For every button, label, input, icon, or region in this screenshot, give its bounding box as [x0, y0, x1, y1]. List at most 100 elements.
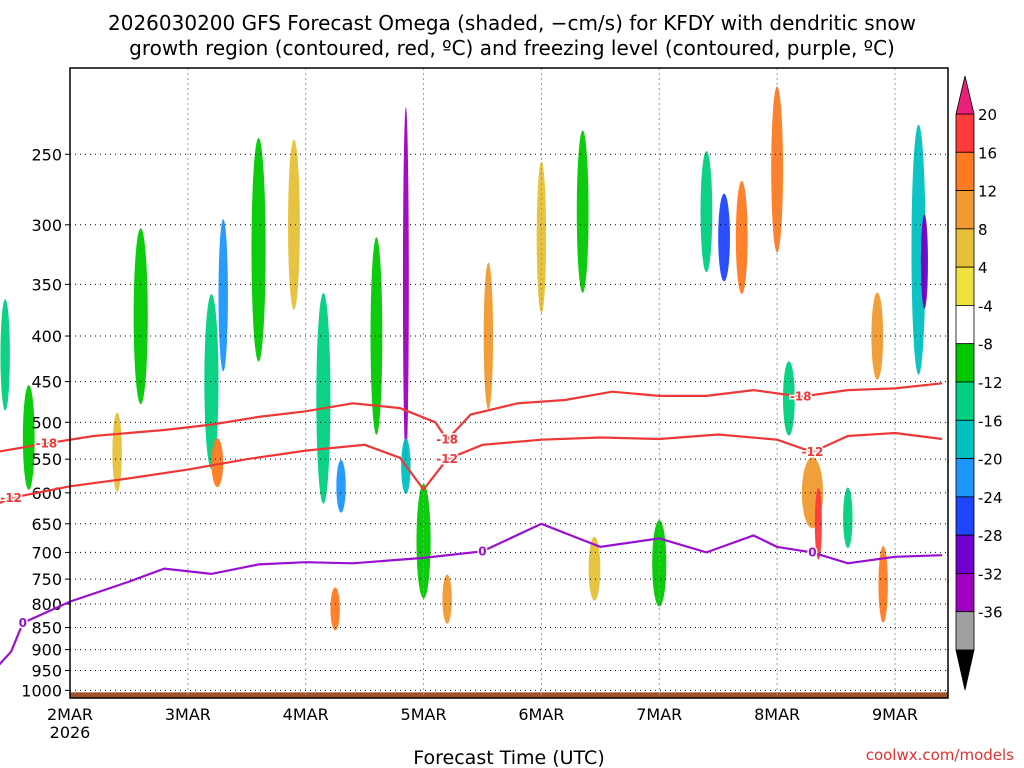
- x-sub-label: 2026: [50, 723, 91, 742]
- colorbar-swatch-11: [955, 534, 975, 574]
- omega-cell-19: [483, 262, 494, 410]
- x-tick-label-2: 4MAR: [283, 705, 329, 724]
- contour-label-1-2: -12: [802, 445, 824, 459]
- terrain-fill: [70, 692, 948, 698]
- colorbar-swatch-8: [955, 419, 975, 459]
- y-tick-label-5: 500: [31, 413, 62, 432]
- plot-frame: [69, 67, 949, 699]
- plot-area: 2503003504004505005506006507007508008509…: [0, 67, 949, 742]
- omega-cell-24: [700, 151, 713, 273]
- omega-cell-28: [783, 361, 795, 436]
- contour-label-2-2: 0: [808, 545, 816, 559]
- colorbar-swatch-12: [955, 573, 975, 613]
- y-tick-label-8: 650: [31, 515, 62, 534]
- colorbar-label-5: -4: [978, 297, 993, 315]
- colorbar-swatch-4: [955, 266, 975, 306]
- colorbar-label-13: -36: [978, 604, 1003, 622]
- colorbar-label-9: -20: [978, 451, 1003, 469]
- colorbar-label-10: -24: [978, 489, 1003, 507]
- y-tick-label-9: 700: [31, 543, 62, 562]
- y-tick-label-10: 750: [31, 570, 62, 589]
- contour-label-1-0: -12: [0, 491, 22, 505]
- omega-cell-18: [442, 574, 452, 624]
- colorbar-swatch-7: [955, 381, 975, 421]
- contour-line-2: [0, 522, 943, 666]
- omega-cell-10: [288, 139, 300, 310]
- x-tick-label-0: 2MAR: [47, 705, 93, 724]
- omega-cell-7: [218, 219, 228, 372]
- credit-label: coolwx.com/models: [866, 746, 1014, 764]
- colorbar-swatch-5: [955, 305, 975, 345]
- y-tick-label-3: 400: [31, 327, 62, 346]
- omega-cell-20: [536, 161, 547, 314]
- colorbar-label-12: -32: [978, 565, 1003, 583]
- colorbar-label-8: -16: [978, 412, 1003, 430]
- colorbar-swatch-13: [955, 611, 975, 651]
- x-tick-label-1: 3MAR: [165, 705, 211, 724]
- omega-cell-26: [735, 180, 748, 294]
- x-tick-label-5: 7MAR: [636, 705, 682, 724]
- colorbar-label-2: 12: [978, 183, 997, 201]
- omega-cell-35: [920, 214, 928, 309]
- omega-cell-8: [211, 438, 224, 488]
- y-tick-label-6: 550: [31, 450, 62, 469]
- colorbar-label-0: 20: [978, 106, 997, 124]
- y-tick-label-1: 300: [31, 216, 62, 235]
- colorbar-swatch-3: [955, 228, 975, 268]
- y-tick-label-0: 250: [31, 145, 62, 164]
- contour-label-2-0: 0: [19, 616, 27, 630]
- colorbar-label-4: 4: [978, 259, 988, 277]
- colorbar-label-11: -28: [978, 527, 1003, 545]
- omega-cell-2: [0, 299, 10, 411]
- omega-cell-13: [330, 587, 340, 631]
- contour-label-0-0: -18: [36, 436, 58, 450]
- x-tick-label-6: 8MAR: [754, 705, 800, 724]
- y-tick-label-2: 350: [31, 275, 62, 294]
- colorbar-label-3: 8: [978, 221, 988, 239]
- omega-cell-17: [416, 483, 431, 599]
- colorbar-top-arrow: [955, 75, 975, 115]
- x-tick-label-3: 5MAR: [401, 705, 447, 724]
- omega-cell-22: [588, 536, 601, 601]
- y-tick-label-14: 950: [31, 662, 62, 681]
- omega-cell-9: [251, 137, 266, 362]
- omega-cell-31: [843, 487, 853, 549]
- x-tick-label-7: 9MAR: [872, 705, 918, 724]
- omega-cell-12: [336, 460, 346, 513]
- chart-title-line-2: growth region (contoured, red, ºC) and f…: [129, 36, 895, 60]
- contour-label-0-1: -18: [436, 433, 458, 447]
- colorbar-label-7: -12: [978, 374, 1003, 392]
- contour-line-0: [0, 382, 943, 453]
- omega-cell-5: [133, 228, 148, 405]
- omega-cell-32: [871, 292, 884, 380]
- colorbar-swatch-6: [955, 343, 975, 383]
- contour-label-0-2: -18: [790, 390, 812, 404]
- x-tick-label-4: 6MAR: [518, 705, 564, 724]
- y-tick-label-12: 850: [31, 618, 62, 637]
- omega-cell-25: [718, 193, 730, 282]
- colorbar-swatch-10: [955, 496, 975, 536]
- colorbar-label-6: -8: [978, 336, 993, 354]
- plot-background: [70, 68, 948, 698]
- omega-cell-33: [878, 545, 888, 623]
- colorbar-label-1: 16: [978, 144, 997, 162]
- chart-title-line-1: 2026030200 GFS Forecast Omega (shaded, −…: [108, 11, 916, 35]
- y-tick-label-15: 1000: [21, 681, 62, 700]
- x-axis-label: Forecast Time (UTC): [413, 747, 604, 768]
- contour-line-1: [0, 431, 943, 504]
- omega-cell-4: [112, 412, 122, 492]
- omega-cell-14: [370, 237, 383, 435]
- colorbar-swatch-1: [955, 151, 975, 191]
- omega-cell-11: [316, 293, 331, 504]
- omega-cell-30: [814, 487, 822, 560]
- omega-cell-21: [576, 130, 589, 293]
- y-tick-label-4: 450: [31, 373, 62, 392]
- omega-cell-3: [22, 385, 35, 490]
- omega-cell-34: [911, 124, 926, 375]
- colorbar-bottom-arrow: [955, 649, 975, 691]
- colorbar-swatch-9: [955, 458, 975, 498]
- contour-label-1-1: -12: [436, 452, 458, 466]
- y-tick-label-13: 900: [31, 641, 62, 660]
